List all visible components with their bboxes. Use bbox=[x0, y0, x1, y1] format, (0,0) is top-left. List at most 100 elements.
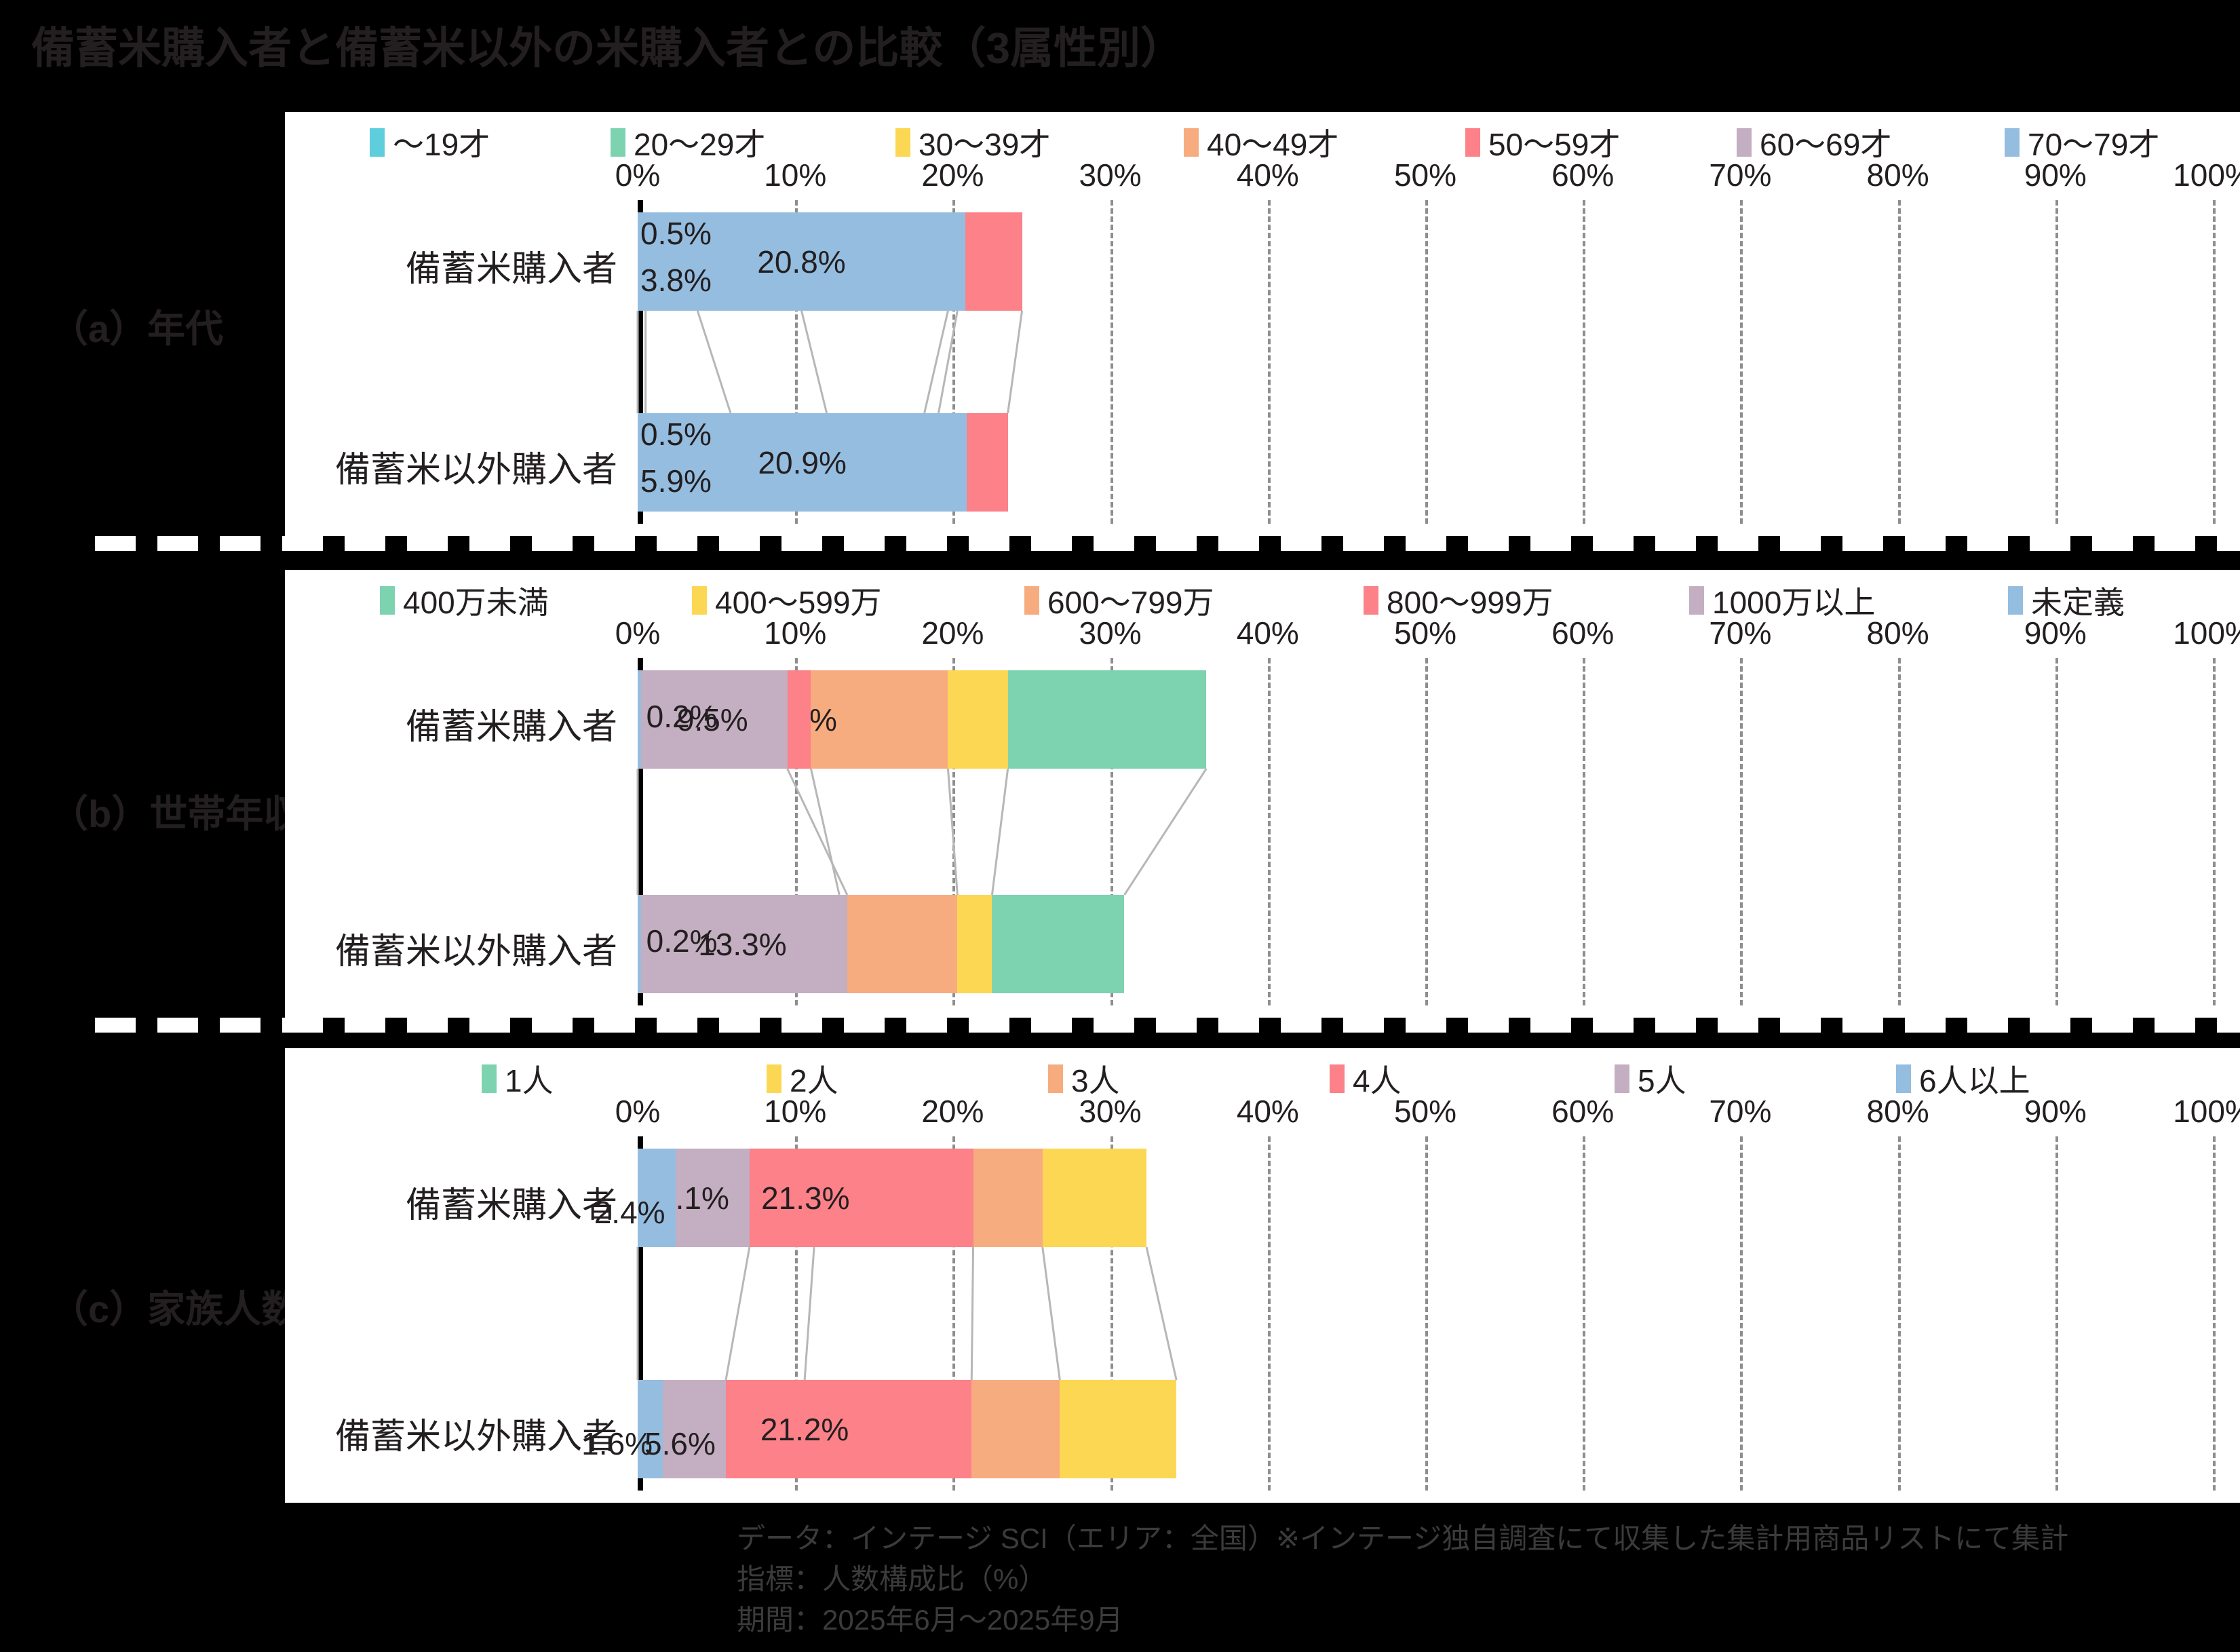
x-axis-c: 0% 10% 20% 30% 40% 50% 60% 70% 80% 90% 100% bbox=[285, 1093, 2240, 1131]
bar-segment-label: 21.3% bbox=[761, 1180, 850, 1216]
bar-segment-label: 2.4% bbox=[594, 1195, 665, 1230]
x-axis-tick: 10% bbox=[764, 1094, 827, 1129]
segment-connectors bbox=[636, 768, 1208, 896]
legend-item-a-6[interactable]: 70～79才 bbox=[2005, 120, 2159, 165]
legend-item-a-1[interactable]: 20～29才 bbox=[611, 120, 765, 165]
chart-panel-b: 400万未満 400～599万 600～799万 800～999万 1000万以上 未定義… bbox=[285, 570, 2240, 1018]
bar-row: 11.2%32.3%25.7%21.3%7.1% bbox=[285, 1149, 2240, 1247]
legend-swatch-icon bbox=[482, 1064, 497, 1093]
gridline bbox=[1110, 658, 1113, 1005]
x-axis-tick: 20% bbox=[921, 615, 984, 651]
legend-label: 800～999万 bbox=[1387, 585, 1553, 620]
gridline bbox=[1740, 1136, 1743, 1491]
gridline bbox=[2213, 1136, 2216, 1491]
x-axis-tick: 100% bbox=[2173, 615, 2240, 651]
gridline bbox=[795, 658, 798, 1005]
legend-label: 400万未満 bbox=[403, 585, 549, 620]
legend-swatch-icon bbox=[1330, 1064, 1345, 1093]
legend-item-c-1[interactable]: 2人 bbox=[767, 1056, 838, 1101]
legend-swatch-icon bbox=[895, 128, 910, 157]
bar-segment-label: 0.5% bbox=[640, 417, 712, 452]
legend-item-a-0[interactable]: ～19才 bbox=[370, 120, 490, 165]
bar-segment-label: 0.5% bbox=[640, 216, 712, 251]
x-axis-tick: 70% bbox=[1709, 157, 1772, 193]
legend-label: 20～29才 bbox=[634, 127, 766, 162]
gridline bbox=[1425, 658, 1428, 1005]
section-label-c: （c）家族人数 bbox=[50, 1288, 300, 1330]
bar-segment[interactable] bbox=[638, 895, 641, 993]
x-axis-tick: 100% bbox=[2173, 1094, 2240, 1129]
legend-item-c-0[interactable]: 1人 bbox=[482, 1056, 554, 1101]
legend-swatch-icon bbox=[1615, 1064, 1629, 1093]
bar-row-label: 備蓄米購入者 bbox=[405, 707, 617, 747]
y-axis-line bbox=[638, 1136, 643, 1491]
chart-panel-c: 1人 2人 3人 4人 5人 6人以上 0% 10% 20% 30% 40% 50% 60% 70% 80%… bbox=[285, 1048, 2240, 1503]
legend-item-b-3[interactable]: 800～999万 bbox=[1364, 578, 1553, 623]
legend-swatch-icon bbox=[1896, 1064, 1911, 1093]
bar-segment[interactable] bbox=[638, 670, 641, 769]
legend-item-b-2[interactable]: 600～799万 bbox=[1024, 578, 1214, 623]
x-axis-a: 0% 10% 20% 30% 40% 50% 60% 70% 80% 90% 100% bbox=[285, 157, 2240, 195]
legend-item-c-3[interactable]: 4人 bbox=[1330, 1056, 1402, 1101]
legend-label: 40～49才 bbox=[1207, 127, 1339, 162]
x-axis-tick: 40% bbox=[1236, 615, 1299, 651]
legend-swatch-icon bbox=[1465, 128, 1480, 157]
legend-item-b-1[interactable]: 400～599万 bbox=[692, 578, 882, 623]
bar-segment-label: 5.9% bbox=[640, 463, 712, 499]
footer-line-3: 期間：2025年6月～2025年9月 bbox=[737, 1604, 1123, 1636]
legend-item-c-2[interactable]: 3人 bbox=[1048, 1056, 1120, 1101]
chart-legend-a: ～19才 20～29才 30～39才 40～49才 50～59才 60～69才 70～79才 bbox=[285, 117, 2240, 162]
gridline bbox=[1267, 1136, 1271, 1491]
x-axis-tick: 40% bbox=[1236, 1094, 1299, 1129]
legend-item-c-4[interactable]: 5人 bbox=[1615, 1056, 1686, 1101]
legend-item-c-5[interactable]: 6人以上 bbox=[1896, 1056, 2030, 1101]
legend-swatch-icon bbox=[1048, 1064, 1063, 1093]
legend-label: 5人 bbox=[1638, 1063, 1686, 1098]
bar-segment-label: 0.2% bbox=[646, 698, 718, 734]
legend-item-b-5[interactable]: 未定義 bbox=[2008, 578, 2125, 623]
bar-segment[interactable]: 13.3% bbox=[638, 895, 847, 993]
x-axis-tick: 30% bbox=[1079, 615, 1142, 651]
gridline bbox=[1897, 658, 1901, 1005]
legend-swatch-icon bbox=[1184, 128, 1199, 157]
legend-swatch-icon bbox=[380, 586, 395, 615]
legend-item-b-0[interactable]: 400万未満 bbox=[380, 578, 549, 623]
bar-segment-label: 9.5% bbox=[676, 702, 748, 737]
bar-segment[interactable]: 20.9% bbox=[638, 413, 967, 512]
legend-item-a-4[interactable]: 50～59才 bbox=[1465, 120, 1620, 165]
bar-segment[interactable] bbox=[638, 1149, 676, 1247]
gridline bbox=[1425, 1136, 1428, 1491]
legend-label: 50～59才 bbox=[1488, 127, 1621, 162]
bar-segment[interactable]: 20.8% bbox=[638, 212, 965, 311]
bar-row-label: 備蓄米購入者 bbox=[405, 1185, 617, 1225]
legend-label: 60～69才 bbox=[1760, 127, 1892, 162]
legend-swatch-icon bbox=[2005, 128, 2020, 157]
plot-area-b: 36.1%23.5%19.7%11.0%9.5%備蓄米購入者0.2%30.9%2… bbox=[285, 658, 2240, 1005]
bar-segment[interactable] bbox=[638, 1380, 663, 1478]
x-axis-tick: 70% bbox=[1709, 615, 1772, 651]
legend-swatch-icon bbox=[611, 128, 625, 157]
bar-segment[interactable]: 9.5% bbox=[638, 670, 788, 769]
bar-segment-label: 3.8% bbox=[640, 263, 712, 298]
legend-label: 6人以上 bbox=[1919, 1063, 2030, 1098]
bar-segment-label: 5.6% bbox=[644, 1426, 716, 1461]
gridline bbox=[2213, 658, 2216, 1005]
footer-line-2: 指標：人数構成比（%） bbox=[737, 1563, 1047, 1595]
legend-label: 30～39才 bbox=[919, 127, 1051, 162]
legend-label: 2人 bbox=[790, 1063, 838, 1098]
legend-item-a-5[interactable]: 60～69才 bbox=[1737, 120, 1891, 165]
bar-segment-label: 21.2% bbox=[760, 1411, 849, 1447]
bar-segment-label: 20.9% bbox=[758, 444, 847, 480]
segment-connectors bbox=[636, 310, 1024, 414]
legend-item-a-3[interactable]: 40～49才 bbox=[1184, 120, 1338, 165]
x-axis-tick: 0% bbox=[615, 157, 661, 193]
legend-item-b-4[interactable]: 1000万以上 bbox=[1689, 578, 1875, 623]
legend-label: 1人 bbox=[505, 1063, 554, 1098]
legend-label: 400～599万 bbox=[715, 585, 882, 620]
legend-item-a-2[interactable]: 30～39才 bbox=[895, 120, 1050, 165]
legend-swatch-icon bbox=[692, 586, 707, 615]
section-separator-1 bbox=[95, 536, 2240, 551]
chart-legend-b: 400万未満 400～599万 600～799万 800～999万 1000万以上 未定義 bbox=[285, 575, 2240, 620]
footer-line-1: データ：インテージ SCI（エリア：全国）※インテージ独自調査にて収集した集計用… bbox=[737, 1522, 2069, 1554]
